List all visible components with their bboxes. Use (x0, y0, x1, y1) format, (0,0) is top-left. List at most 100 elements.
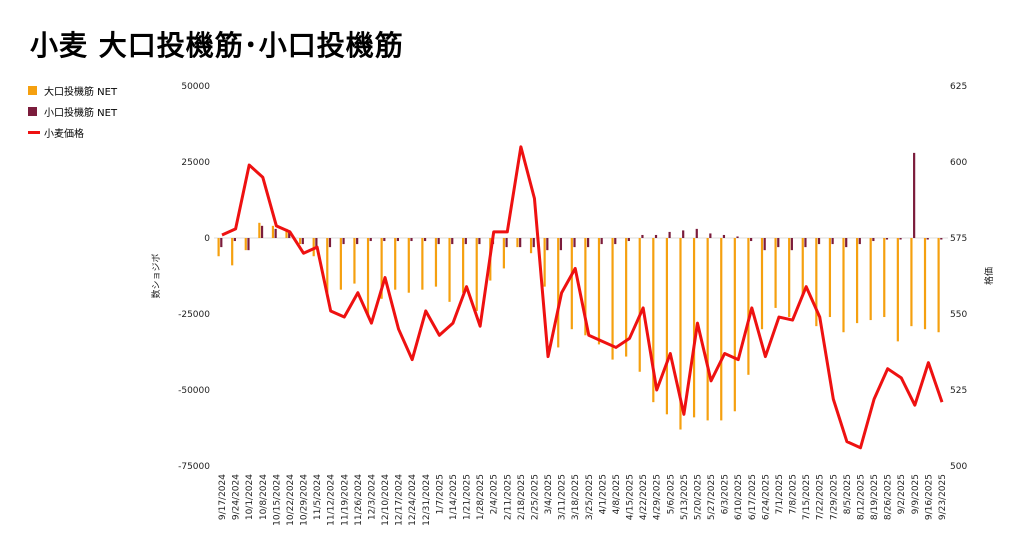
x-tick-label: 8/26/2025 (884, 474, 894, 520)
bar-large-spec (828, 238, 832, 318)
x-tick-label: 11/12/2024 (327, 474, 337, 526)
bar-small-spec (695, 228, 698, 238)
x-tick-label: 3/18/2025 (571, 474, 581, 520)
bar-large-spec (434, 238, 438, 287)
bar-small-spec (260, 225, 264, 238)
x-tick-label: 5/13/2025 (680, 474, 690, 520)
x-tick-label: 6/3/2025 (721, 474, 731, 514)
bar-large-spec (937, 238, 940, 333)
bar-large-spec (543, 238, 546, 287)
x-tick-label: 1/7/2025 (435, 474, 445, 514)
bar-small-spec (383, 238, 386, 242)
bar-large-spec (366, 238, 370, 318)
bar-small-spec (437, 238, 440, 245)
bar-small-spec (654, 234, 658, 238)
bar-large-spec (733, 238, 736, 412)
x-tick-label: 1/14/2025 (449, 474, 459, 520)
x-tick-label: 11/19/2024 (340, 474, 350, 526)
bar-small-spec (233, 238, 236, 242)
bar-large-spec (231, 238, 234, 266)
bar-large-spec (421, 238, 424, 290)
bar-large-spec (407, 238, 410, 293)
bar-small-spec (926, 238, 929, 240)
bar-large-spec (923, 238, 927, 330)
x-tick-label: 10/29/2024 (300, 474, 310, 526)
x-tick-label: 8/5/2025 (843, 474, 853, 514)
bar-large-spec (910, 238, 913, 327)
x-tick-label: 4/29/2025 (653, 474, 663, 520)
bar-small-spec (885, 238, 889, 240)
x-tick-label: 6/10/2025 (734, 474, 744, 520)
y-right-axis-title: 格価 (983, 267, 995, 285)
x-tick-label: 7/15/2025 (802, 474, 812, 520)
bar-large-spec (271, 225, 275, 238)
bar-large-spec (720, 238, 723, 421)
x-tick-label: 9/2/2025 (897, 474, 907, 514)
bar-large-spec (353, 238, 356, 284)
bar-small-spec (858, 238, 861, 245)
bar-large-spec (597, 238, 601, 345)
x-tick-label: 3/11/2025 (558, 474, 568, 520)
x-tick-label: 10/15/2024 (272, 474, 282, 526)
bar-small-spec (804, 238, 807, 248)
bar-small-spec (396, 238, 400, 242)
legend: 大口投機筋 NET 小口投機筋 NET 小麦価格 (28, 80, 117, 143)
bar-large-spec (855, 238, 859, 324)
bar-large-spec (896, 238, 899, 342)
legend-item-large: 大口投機筋 NET (28, 80, 117, 101)
y-left-tick-label: -25000 (178, 310, 210, 320)
bar-large-spec (760, 238, 764, 330)
bar-small-spec (369, 238, 372, 242)
chart-title: 小麦 大口投機筋･小口投機筋 (30, 29, 404, 62)
bar-small-spec (301, 238, 304, 245)
bar-small-spec (220, 238, 223, 248)
legend-item-small: 小口投機筋 NET (28, 101, 117, 122)
x-tick-label: 9/17/2024 (218, 474, 228, 520)
x-tick-label: 4/22/2025 (639, 474, 649, 520)
bar-large-spec (869, 238, 872, 321)
legend-line-price (28, 131, 40, 134)
bar-small-spec (532, 238, 535, 248)
x-tick-label: 2/11/2025 (503, 474, 513, 520)
bar-small-spec (668, 231, 671, 238)
bar-large-spec (815, 238, 818, 327)
bar-large-spec (706, 238, 709, 421)
legend-swatch-large (28, 86, 37, 95)
bar-large-spec (502, 238, 505, 269)
x-tick-label: 10/8/2024 (259, 474, 269, 520)
bar-large-spec (529, 238, 533, 254)
x-tick-label: 9/24/2024 (232, 474, 242, 520)
x-tick-label: 3/4/2025 (544, 474, 554, 514)
bar-large-spec (679, 238, 682, 430)
bar-large-spec (462, 238, 465, 293)
bar-small-spec (356, 238, 359, 245)
y-right-tick-label: 600 (950, 158, 967, 168)
y-left-tick-label: 50000 (181, 82, 210, 92)
x-tick-label: 3/25/2025 (585, 474, 595, 520)
bar-large-spec (883, 238, 886, 318)
bar-small-spec (478, 238, 481, 245)
bar-small-spec (328, 238, 332, 248)
bar-small-spec (763, 238, 766, 251)
bar-small-spec (600, 238, 603, 245)
bar-small-spec (831, 238, 834, 245)
x-tick-label: 12/17/2024 (395, 474, 405, 526)
bar-large-spec (217, 238, 220, 257)
x-tick-label: 9/16/2025 (924, 474, 934, 520)
bar-large-spec (380, 238, 383, 299)
legend-label-large: 大口投機筋 NET (44, 87, 118, 98)
bar-large-spec (611, 238, 614, 360)
bar-small-spec (274, 228, 277, 238)
bar-large-spec (665, 238, 669, 415)
y-left-tick-label: -50000 (178, 386, 210, 396)
bar-large-spec (692, 238, 696, 418)
x-tick-label: 2/18/2025 (517, 474, 527, 520)
x-tick-label: 7/8/2025 (789, 474, 799, 514)
bar-small-spec (315, 238, 318, 248)
bar-large-spec (394, 238, 397, 290)
bar-large-spec (788, 238, 791, 318)
bar-small-spec (614, 238, 617, 245)
legend-item-price: 小麦価格 (28, 122, 117, 143)
bar-large-spec (557, 238, 560, 348)
